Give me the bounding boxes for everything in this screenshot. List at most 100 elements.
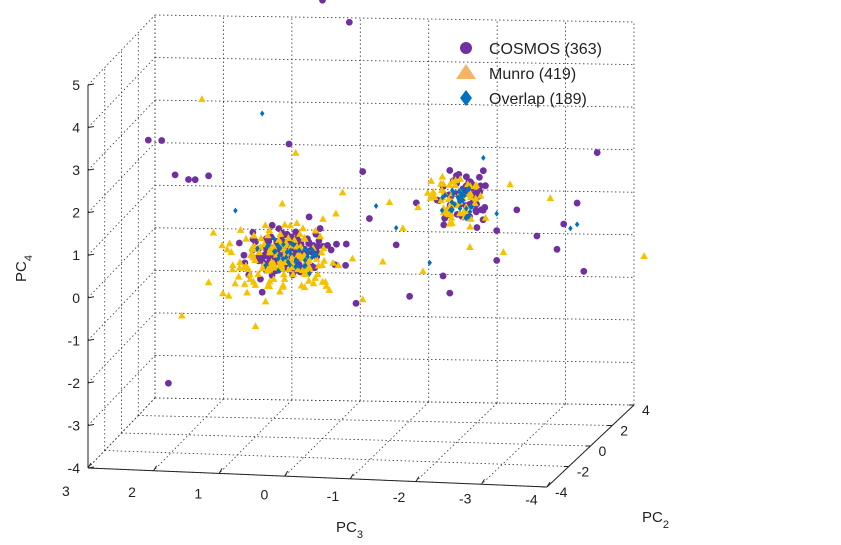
y-tick-mark [87, 466, 95, 469]
triangle-point [248, 250, 257, 257]
triangle-point [204, 278, 213, 286]
triangle-point [224, 291, 233, 299]
circle-point [285, 140, 293, 148]
x-tick-mark [349, 473, 354, 480]
triangle-point [414, 203, 422, 211]
circle-point [345, 18, 353, 26]
side-wall-grid-line [87, 227, 156, 299]
circle-point [446, 167, 454, 174]
diamond-point [263, 262, 268, 269]
circle-point [316, 225, 324, 232]
side-wall-grid-line [87, 99, 156, 171]
circle-point [359, 168, 367, 175]
triangle-point [437, 196, 446, 204]
triangle-point [228, 265, 237, 273]
triangle-point [261, 297, 270, 305]
triangle-point [467, 215, 475, 222]
triangle-point [423, 188, 432, 196]
triangle-point [249, 245, 257, 253]
triangle-point [322, 282, 331, 289]
diamond-point [449, 207, 455, 214]
triangle-point [276, 229, 285, 237]
diamond-point [439, 207, 445, 214]
diamond-point [463, 214, 469, 221]
diamond-point [303, 262, 308, 269]
triangle-point [465, 190, 473, 198]
triangle-point [265, 277, 274, 285]
diamond-point [460, 190, 465, 197]
triangle-point [426, 193, 435, 201]
triangle-point [231, 279, 240, 287]
triangle-point [228, 261, 237, 269]
triangle-point [269, 275, 278, 283]
floor-grid-line [218, 399, 293, 474]
diamond-point [449, 187, 455, 194]
x-axis-line [87, 467, 548, 488]
back-wall-grid-line [154, 57, 635, 65]
y-tick-label: 1 [72, 247, 80, 263]
back-wall-grid-line [154, 355, 635, 363]
diamond-point [457, 205, 463, 212]
circle-point [305, 213, 313, 221]
triangle-point [285, 265, 293, 273]
triangle-point [178, 311, 186, 319]
circle-point [257, 275, 264, 283]
circle-point [573, 199, 581, 207]
diamond-point [312, 250, 317, 257]
triangle-point [321, 277, 330, 285]
side-wall-grid-line [87, 270, 156, 341]
triangle-point [358, 295, 367, 303]
y-tick-label: 0 [72, 290, 80, 306]
triangle-point [471, 199, 479, 207]
x-tick-label: -3 [459, 490, 472, 506]
floor-grid-line [121, 432, 591, 447]
circle-point [258, 288, 266, 296]
floor-grid-line [154, 397, 635, 406]
y-tick-mark [87, 168, 95, 171]
y-axis-label: PC4 [13, 255, 35, 282]
circle-point [406, 292, 413, 300]
legend-diamond-marker [460, 90, 472, 106]
triangle-point [243, 288, 251, 296]
triangle-point [284, 234, 293, 241]
x-tick-label: -2 [393, 489, 406, 505]
circle-point [158, 137, 166, 144]
triangle-point [294, 265, 302, 273]
circle-point [477, 206, 485, 214]
floor-grid-line [138, 415, 613, 426]
triangle-point [276, 287, 284, 295]
triangle-point [317, 248, 326, 256]
circle-point [593, 149, 601, 156]
circle-point [476, 173, 483, 181]
diamond-point [466, 185, 472, 192]
triangle-point [255, 248, 263, 256]
triangle-point [265, 226, 274, 233]
triangle-point [261, 221, 270, 229]
x-tick-label: 3 [62, 483, 70, 499]
triangle-point [296, 230, 304, 237]
triangle-point [218, 241, 226, 249]
triangle-point [246, 270, 254, 278]
triangle-point [313, 270, 322, 278]
triangle-point [223, 245, 231, 253]
triangle-point [437, 179, 445, 187]
side-wall-grid-line [87, 355, 156, 426]
diamond-point [259, 110, 265, 117]
y-tick-label: 3 [72, 162, 80, 178]
x-tick-mark [546, 481, 551, 488]
diamond-point [456, 188, 462, 195]
triangle-point [499, 248, 508, 256]
triangle-point [506, 180, 514, 188]
triangle-point [276, 258, 285, 266]
triangle-point [198, 95, 206, 103]
legend-label: COSMOS (363) [489, 41, 602, 58]
x-tick-label: -1 [327, 488, 340, 504]
triangle-point [293, 252, 301, 260]
diamond-point [285, 258, 291, 265]
y-tick-label: -2 [68, 375, 81, 391]
diamond-point [309, 254, 315, 261]
back-wall-grid-line [154, 142, 635, 151]
circle-point [191, 176, 199, 184]
triangle-point [476, 191, 485, 199]
triangle-point [385, 198, 394, 206]
